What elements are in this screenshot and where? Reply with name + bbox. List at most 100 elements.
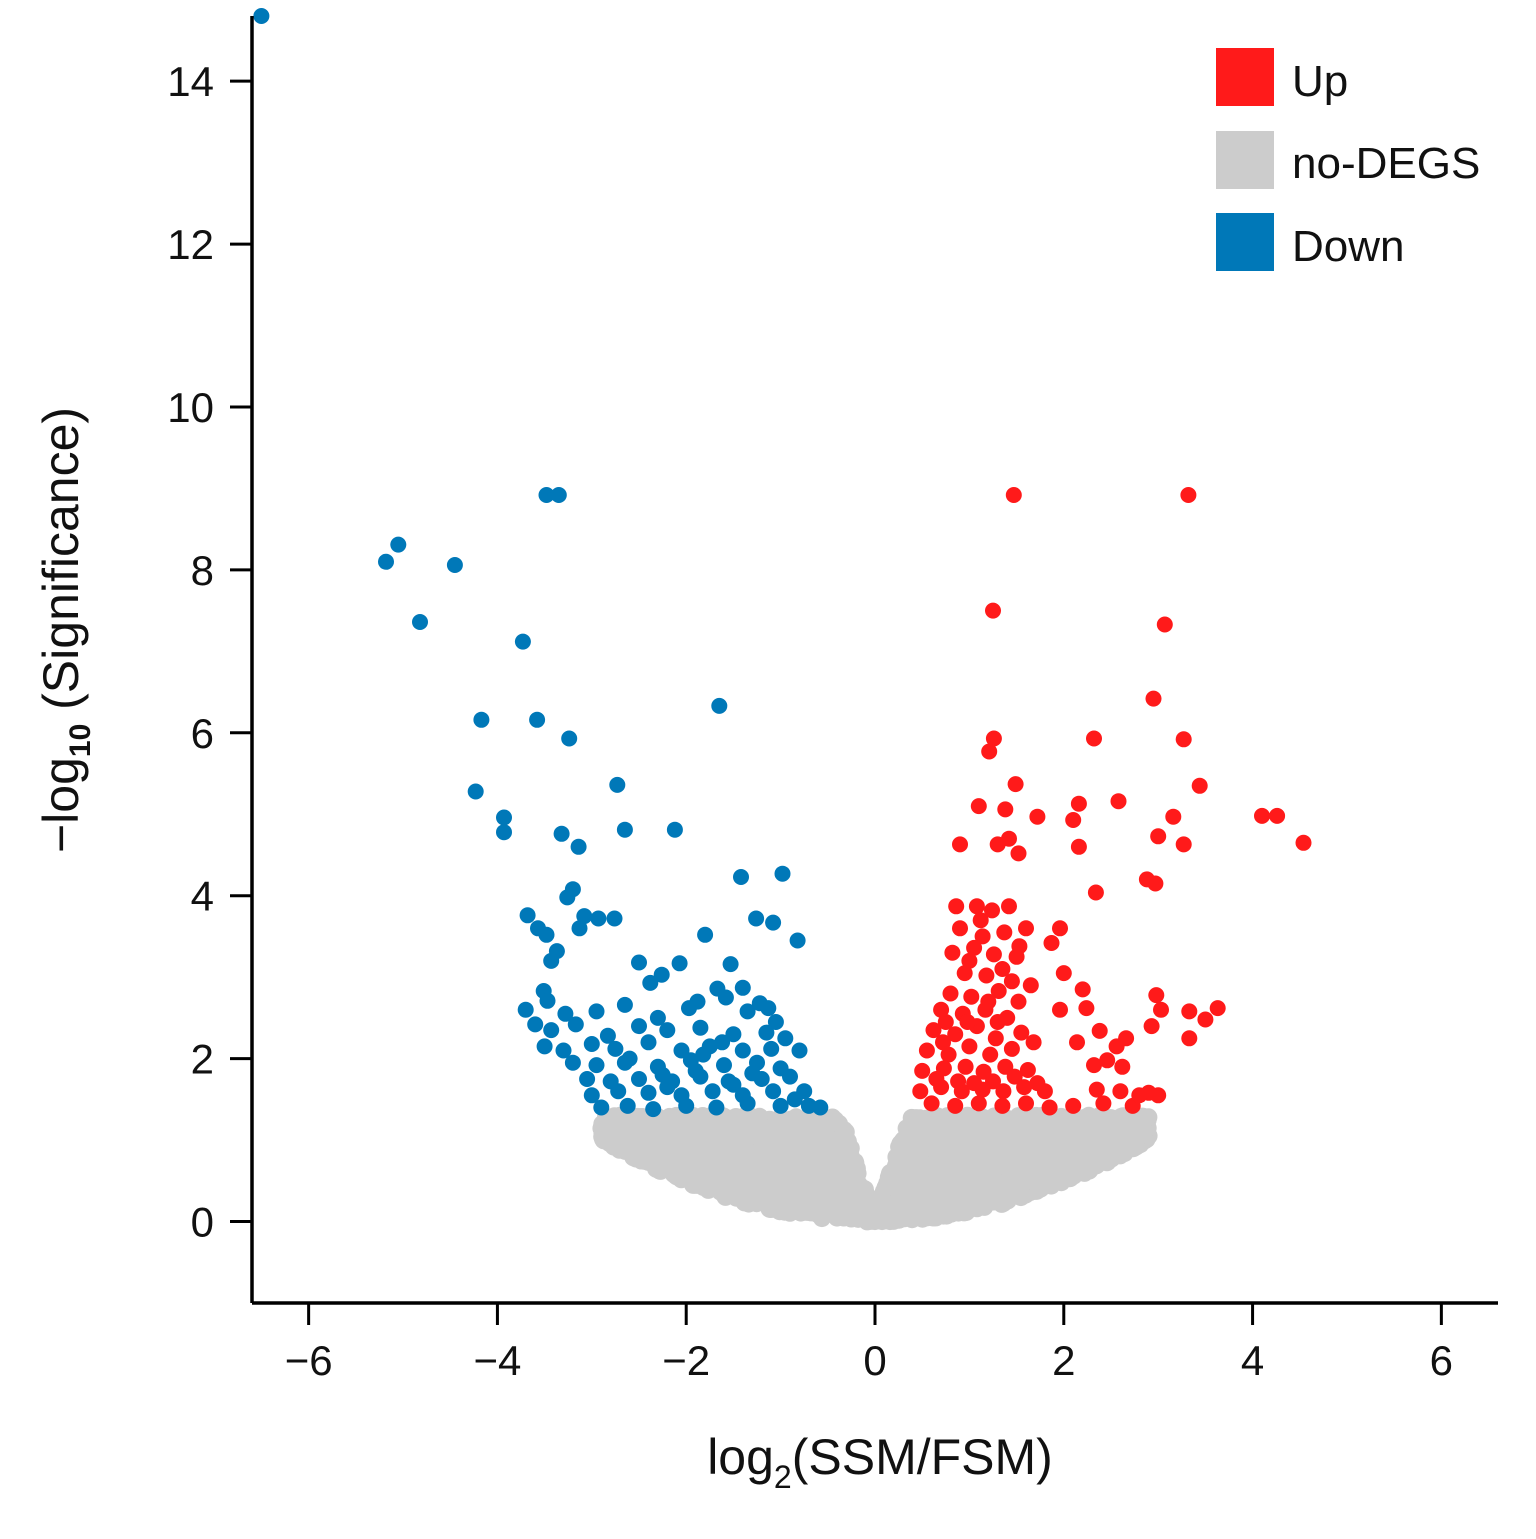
point-no-degs [967,1113,986,1132]
legend: Up no-DEGS Down [1216,48,1480,271]
point-up [1150,828,1167,845]
point-down [789,932,806,949]
point-no-degs [1024,1119,1043,1137]
point-down [538,926,555,943]
point-down [496,824,512,841]
point-down [681,1000,697,1017]
point-down [559,889,576,906]
point-up [961,952,978,969]
x-axis-ticks: −6 −4 −2 0 2 4 6 [285,1303,1453,1384]
point-down [538,487,555,503]
point-up [996,924,1013,941]
point-no-degs [655,1146,674,1165]
point-no-degs [708,1165,726,1184]
point-up [912,1083,929,1100]
point-no-degs [770,1178,789,1197]
point-down [583,1087,600,1104]
point-down [610,1083,627,1100]
point-down [739,1003,756,1020]
point-no-degs [795,1160,814,1179]
point-down [739,1095,756,1112]
point-no-degs [869,1206,888,1225]
x-tick-label: 6 [1430,1337,1453,1384]
point-no-degs [1133,1115,1152,1134]
point-down [543,1022,560,1039]
point-up [997,801,1014,818]
point-up [1091,1022,1108,1039]
point-no-degs [837,1201,856,1220]
x-tick-label: −4 [473,1337,521,1384]
point-up [987,1030,1004,1047]
point-down [564,1054,581,1071]
point-up [1005,487,1022,503]
point-down [514,633,531,650]
point-no-degs [975,1126,994,1145]
point-down [640,1034,657,1051]
point-no-degs [1063,1113,1082,1132]
point-down [588,1057,605,1074]
point-up [1148,987,1165,1004]
point-down [553,825,570,842]
point-down [593,1099,610,1116]
y-axis-title: −log10 (Significance) [33,407,97,853]
point-down [467,783,484,800]
point-no-degs [640,1123,659,1142]
point-down [725,1076,742,1093]
point-up [1191,777,1208,794]
point-no-degs [1042,1176,1061,1195]
point-up [1078,1000,1095,1017]
point-down [649,1009,666,1026]
point-no-degs [897,1119,916,1138]
point-up [950,1073,967,1090]
point-down [555,1042,572,1059]
point-up [1052,1001,1068,1018]
point-up [966,1075,983,1092]
point-down [616,996,633,1013]
point-down [412,614,428,630]
point-down [734,1042,751,1059]
point-down [765,914,782,931]
point-up [957,1058,974,1075]
point-down [704,1083,721,1100]
point-no-degs [799,1175,817,1194]
point-up [1041,1099,1058,1116]
point-up [1007,776,1024,793]
point-up [1001,898,1017,915]
point-up [918,1042,935,1059]
point-no-degs [1117,1116,1135,1135]
point-no-degs [743,1173,762,1192]
y-tick-label: 10 [167,384,214,431]
point-down [567,1016,584,1033]
point-up [1074,981,1091,998]
point-down [619,1097,636,1114]
point-up [980,993,997,1010]
point-down [253,8,270,24]
point-up [1029,808,1046,825]
point-down [777,1030,794,1047]
point-no-degs [1117,1138,1136,1157]
x-tick-label: 0 [863,1337,886,1384]
x-tick-label: 2 [1052,1337,1075,1384]
point-up [1065,1097,1082,1114]
point-up [1006,1068,1023,1085]
point-no-degs [955,1203,974,1222]
y-tick-label: 0 [191,1199,214,1246]
point-up [937,1014,954,1030]
point-no-degs [986,1191,1005,1210]
point-up [1181,1003,1198,1020]
point-down [717,989,734,1006]
point-up [940,1046,957,1063]
point-down [716,1057,732,1074]
point-up [1118,1030,1135,1047]
point-up [1025,1034,1042,1051]
point-up [1086,1057,1102,1074]
point-up [974,928,991,945]
point-no-degs [732,1135,751,1153]
point-up [970,1095,987,1112]
point-up [1269,807,1286,824]
point-no-degs [927,1116,946,1135]
point-down [517,1001,534,1018]
point-down [765,1083,782,1100]
point-up [1131,1087,1148,1104]
point-up [959,1014,976,1030]
